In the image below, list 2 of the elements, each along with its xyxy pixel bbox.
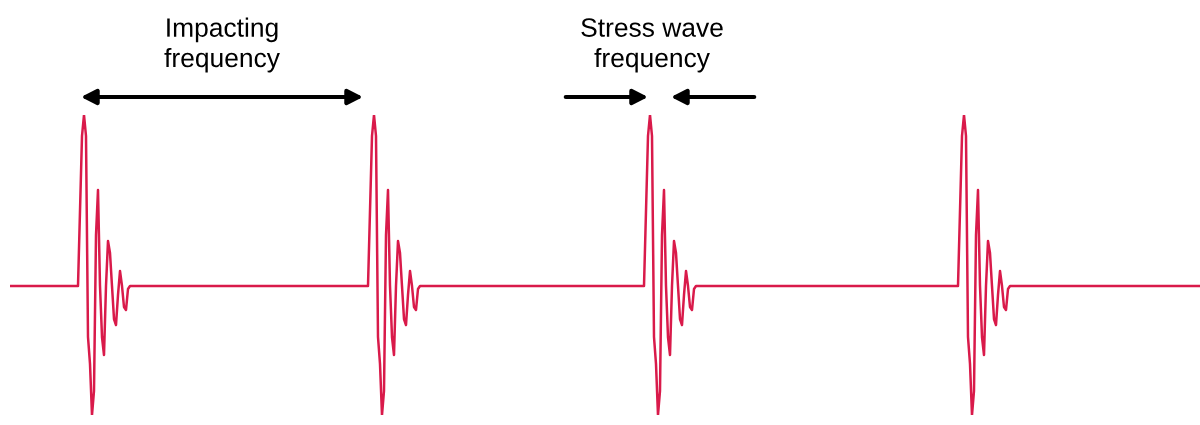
- text: Impacting frequency: [164, 17, 280, 73]
- text: Stress wave frequency: [581, 18, 723, 73]
